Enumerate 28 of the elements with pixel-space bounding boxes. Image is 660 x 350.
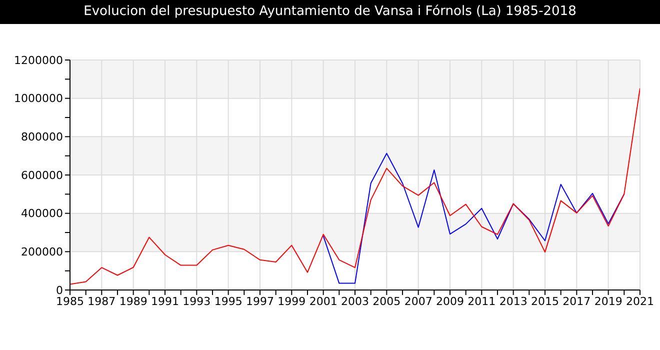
- x-tick-label: 1995: [214, 294, 242, 308]
- y-tick-label: 0: [56, 284, 63, 297]
- x-tick-label: 2019: [594, 294, 622, 308]
- x-tick-label: 2011: [468, 294, 496, 308]
- x-tick-label: 1999: [278, 294, 306, 308]
- line-series: [70, 88, 640, 285]
- y-tick-label: 200000: [21, 246, 63, 259]
- x-tick-label: 2009: [436, 294, 464, 308]
- x-tick-label: 2017: [562, 294, 591, 308]
- y-tick-label: 800000: [21, 130, 63, 144]
- x-tick-label: 2013: [499, 294, 528, 308]
- x-tick-label: 2003: [341, 294, 369, 308]
- y-tick-label: 1000000: [14, 92, 63, 106]
- x-tick-label: 1985: [56, 294, 84, 308]
- y-tick-label: 600000: [21, 168, 63, 182]
- y-tick-label: 400000: [21, 207, 63, 220]
- x-tick-label: 2007: [404, 294, 432, 308]
- y-tick-label: 1200000: [14, 54, 63, 67]
- x-tick-label: 2005: [372, 294, 401, 308]
- x-tick-label: 1997: [246, 294, 274, 308]
- x-tick-label: 2015: [531, 294, 559, 308]
- x-tick-label: 2021: [626, 294, 654, 308]
- x-tick-label: 2001: [309, 294, 338, 308]
- x-tick-label: 1987: [88, 294, 116, 308]
- chart-title: Evolucion del presupuesto Ayuntamiento de Vansa i Fórnols (La) 1985-2018: [0, 0, 660, 24]
- x-tick-label: 1993: [182, 294, 211, 308]
- x-tick-label: 1989: [119, 294, 148, 308]
- x-tick-label: 1991: [151, 294, 179, 308]
